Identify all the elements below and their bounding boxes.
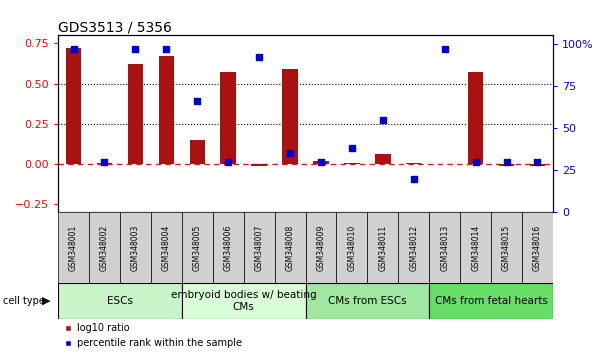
Point	[161, 46, 171, 52]
Text: GSM348013: GSM348013	[440, 225, 449, 271]
Bar	[367, 212, 398, 283]
Bar	[337, 212, 367, 283]
Text: GSM348009: GSM348009	[316, 224, 326, 271]
Bar	[89, 212, 120, 283]
Point	[285, 150, 295, 156]
Point	[378, 117, 388, 122]
Bar	[182, 283, 306, 319]
Text: CMs from ESCs: CMs from ESCs	[328, 296, 407, 306]
Point	[533, 159, 543, 165]
Bar	[530, 164, 545, 166]
Bar	[97, 162, 112, 164]
Text: cell type: cell type	[3, 296, 45, 306]
Bar	[429, 283, 553, 319]
Bar	[151, 212, 182, 283]
Bar	[398, 212, 429, 283]
Bar	[406, 162, 422, 164]
Bar	[344, 162, 360, 164]
Text: ▶: ▶	[42, 296, 50, 306]
Text: GSM348014: GSM348014	[471, 225, 480, 271]
Text: GSM348004: GSM348004	[162, 224, 171, 271]
Text: GSM348011: GSM348011	[378, 225, 387, 271]
Text: CMs from fetal hearts: CMs from fetal hearts	[434, 296, 547, 306]
Point	[100, 159, 109, 165]
Text: GSM348010: GSM348010	[348, 225, 356, 271]
Bar	[120, 212, 151, 283]
Point	[68, 46, 78, 52]
Point	[347, 145, 357, 151]
Bar	[66, 48, 81, 164]
Text: GSM348006: GSM348006	[224, 224, 233, 271]
Bar	[159, 56, 174, 164]
Point	[192, 98, 202, 104]
Point	[409, 176, 419, 182]
Point	[440, 46, 450, 52]
Bar	[274, 212, 306, 283]
Text: GSM348005: GSM348005	[192, 224, 202, 271]
Text: embryoid bodies w/ beating
CMs: embryoid bodies w/ beating CMs	[171, 290, 316, 312]
Bar	[221, 73, 236, 164]
Bar	[58, 212, 89, 283]
Bar	[182, 212, 213, 283]
Bar	[313, 161, 329, 164]
Bar	[499, 164, 514, 166]
Text: GSM348012: GSM348012	[409, 225, 419, 271]
Bar	[58, 283, 182, 319]
Bar	[251, 164, 267, 166]
Bar	[375, 154, 390, 164]
Bar	[128, 64, 143, 164]
Point	[316, 159, 326, 165]
Text: GSM348015: GSM348015	[502, 225, 511, 271]
Bar	[468, 73, 483, 164]
Point	[254, 55, 264, 60]
Text: GSM348016: GSM348016	[533, 225, 542, 271]
Text: GSM348002: GSM348002	[100, 225, 109, 271]
Bar	[306, 212, 337, 283]
Bar	[460, 212, 491, 283]
Bar	[213, 212, 244, 283]
Point	[131, 46, 141, 52]
Bar	[491, 212, 522, 283]
Point	[502, 159, 511, 165]
Bar	[522, 212, 553, 283]
Text: GSM348008: GSM348008	[285, 225, 295, 271]
Bar	[189, 140, 205, 164]
Text: GDS3513 / 5356: GDS3513 / 5356	[58, 20, 172, 34]
Point	[470, 159, 480, 165]
Text: GSM348007: GSM348007	[255, 224, 263, 271]
Bar	[429, 212, 460, 283]
Bar	[244, 212, 274, 283]
Point	[223, 159, 233, 165]
Text: ESCs: ESCs	[107, 296, 133, 306]
Legend: log10 ratio, percentile rank within the sample: log10 ratio, percentile rank within the …	[63, 324, 243, 348]
Bar	[282, 69, 298, 164]
Text: GSM348003: GSM348003	[131, 224, 140, 271]
Text: GSM348001: GSM348001	[69, 225, 78, 271]
Bar	[306, 283, 429, 319]
